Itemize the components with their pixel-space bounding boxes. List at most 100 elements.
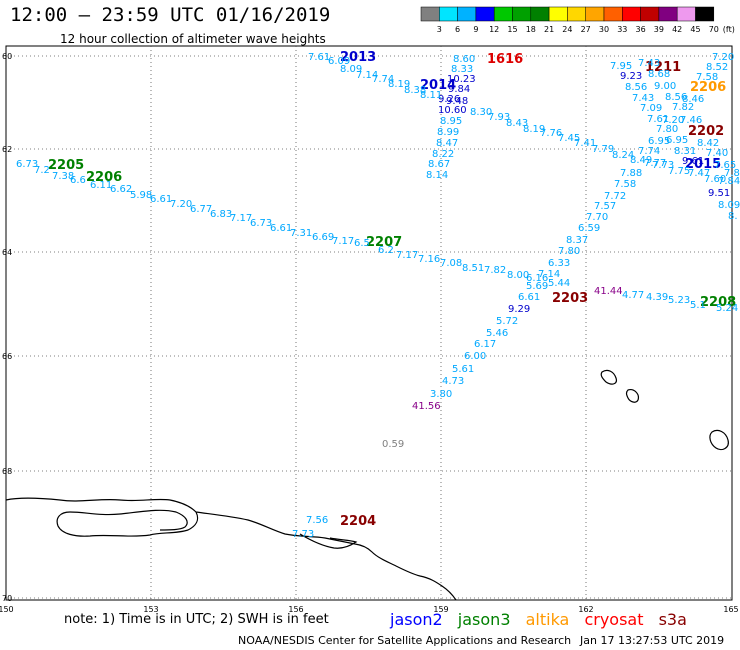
swh-value-label: 7.8 xyxy=(724,168,740,179)
colorbar-tick: 27 xyxy=(581,25,591,34)
swh-value-label: 7.82 xyxy=(672,102,694,113)
swh-value-label: 6.59 xyxy=(578,223,600,234)
lat-tick-label: 60 xyxy=(2,52,12,61)
swh-value-label: 6.6 xyxy=(70,175,86,186)
swh-value-label: 6.17 xyxy=(474,339,496,350)
swh-value-label: 0.59 xyxy=(382,439,404,450)
island-3 xyxy=(709,429,729,451)
pass-time-label: 1211 xyxy=(645,60,681,75)
pass-time-label: 2208 xyxy=(700,295,736,310)
colorbar-tick: 42 xyxy=(672,25,682,34)
swh-value-label: 5.69 xyxy=(526,281,548,292)
footer-note: note: 1) Time is in UTC; 2) SWH is in fe… xyxy=(64,612,329,627)
colorbar-tick: 6 xyxy=(455,25,460,34)
pass-time-label: 2207 xyxy=(366,235,402,250)
swh-value-label: 9.48 xyxy=(446,96,468,107)
legend-jason3: jason3 xyxy=(457,610,511,629)
swh-value-label: 3.80 xyxy=(430,389,452,400)
swh-value-label: 7.95 xyxy=(610,61,632,72)
map-subtitle: 12 hour collection of altimeter wave hei… xyxy=(60,32,326,46)
lon-tick-label: 156 xyxy=(288,605,303,614)
swh-value-label: 7.08 xyxy=(440,258,462,269)
swh-value-label: 8.33 xyxy=(451,64,473,75)
swh-value-label: 6.11 xyxy=(90,180,112,191)
swh-value-label: 5.1 xyxy=(690,300,706,311)
lon-tick-label: 159 xyxy=(433,605,448,614)
swh-value-label: 8.30 xyxy=(470,107,492,118)
legend-altika: altika xyxy=(525,610,570,629)
coastline xyxy=(5,369,729,601)
pass-time-label: 2204 xyxy=(340,514,376,529)
colorbar-tick: 45 xyxy=(690,25,700,34)
swh-value-label: 5.61 xyxy=(452,364,474,375)
swh-value-label: 8.22 xyxy=(432,149,454,160)
swh-value-label: 6.62 xyxy=(110,184,132,195)
swh-value-label: 7.20 xyxy=(662,115,684,126)
swh-value-label: 6.73 xyxy=(16,159,38,170)
swh-value-label: 7.31 xyxy=(290,228,312,239)
swh-value-label: 8.56 xyxy=(625,82,647,93)
pass-time-label: 1616 xyxy=(487,52,523,67)
swh-value-label: 7.77 xyxy=(644,158,666,169)
swh-value-label: 6.83 xyxy=(210,209,232,220)
pass-time-label: 2202 xyxy=(688,124,724,139)
lat-tick-label: 64 xyxy=(2,248,12,257)
swh-value-label: 7.2 xyxy=(34,165,50,176)
legend-s3a: s3a xyxy=(658,610,687,629)
swh-value-label: 8.09 xyxy=(718,200,740,211)
swh-value-label: 7.17 xyxy=(396,250,418,261)
swh-value-label: 6.16 xyxy=(526,273,548,284)
swh-value-label: 5.46 xyxy=(486,328,508,339)
swh-value-label: 6.33 xyxy=(548,258,570,269)
lat-tick-label: 62 xyxy=(2,145,12,154)
colorbar-unit: (ft) xyxy=(723,25,735,34)
swh-value-label: 7.80 xyxy=(656,124,678,135)
swh-value-label: 41.56 xyxy=(412,401,441,412)
swh-value-label: 7.38 xyxy=(52,171,74,182)
swh-value-label: 8.49 xyxy=(630,155,652,166)
swh-value-label: 4.73 xyxy=(442,376,464,387)
swh-value-label: 8.00 xyxy=(507,270,529,281)
lon-tick-label: 150 xyxy=(0,605,14,614)
swh-value-label: 9.51 xyxy=(708,188,730,199)
swh-value-label: 8.19 xyxy=(523,124,545,135)
swh-value-label: 7.84 xyxy=(718,176,740,187)
swh-value-label: 7.70 xyxy=(586,212,608,223)
swh-value-label: 8.60 xyxy=(453,54,475,65)
lon-tick-label: 165 xyxy=(723,605,738,614)
swh-value-label: 6.61 xyxy=(518,292,540,303)
colorbar-tick: 3 xyxy=(437,25,442,34)
legend-jason2: jason2 xyxy=(390,610,443,629)
swh-value-label: 6.09 xyxy=(328,56,350,67)
swh-value-label: 9.23 xyxy=(620,71,642,82)
colorbar-tick: 15 xyxy=(507,25,517,34)
swh-value-label: 8.43 xyxy=(506,118,528,129)
swh-value-label: 6.95 xyxy=(666,135,688,146)
swh-value-label: 7.17 xyxy=(230,213,252,224)
swh-value-label: 7.20 xyxy=(170,199,192,210)
swh-value-label: 7.16 xyxy=(418,254,440,265)
swh-value-label: 7.73 xyxy=(292,529,314,540)
colorbar-tick: 70 xyxy=(709,25,719,34)
swh-value-label: 7.82 xyxy=(484,265,506,276)
colorbar-swatch xyxy=(695,6,715,22)
swh-value-label: 8.37 xyxy=(566,235,588,246)
swh-value-label: 8.99 xyxy=(437,127,459,138)
swh-value-label: 7.60 xyxy=(704,174,726,185)
swh-value-label: 7.65 xyxy=(714,160,736,171)
swh-value-label: 4.39 xyxy=(646,292,668,303)
pass-time-label: 2205 xyxy=(48,158,84,173)
lon-tick-label: 153 xyxy=(143,605,158,614)
swh-value-label: 8.14 xyxy=(426,170,448,181)
swh-value-label: 8.52 xyxy=(706,62,728,73)
lat-tick-label: 66 xyxy=(2,352,12,361)
colorbar-tick: 30 xyxy=(599,25,609,34)
swh-value-label: 10.60 xyxy=(438,105,467,116)
island-1 xyxy=(600,369,617,385)
swh-value-label: 7.56 xyxy=(306,515,328,526)
swh-value-label: 7.58 xyxy=(614,179,636,190)
swh-value-label: 8.31 xyxy=(674,146,696,157)
island-2 xyxy=(625,389,639,403)
